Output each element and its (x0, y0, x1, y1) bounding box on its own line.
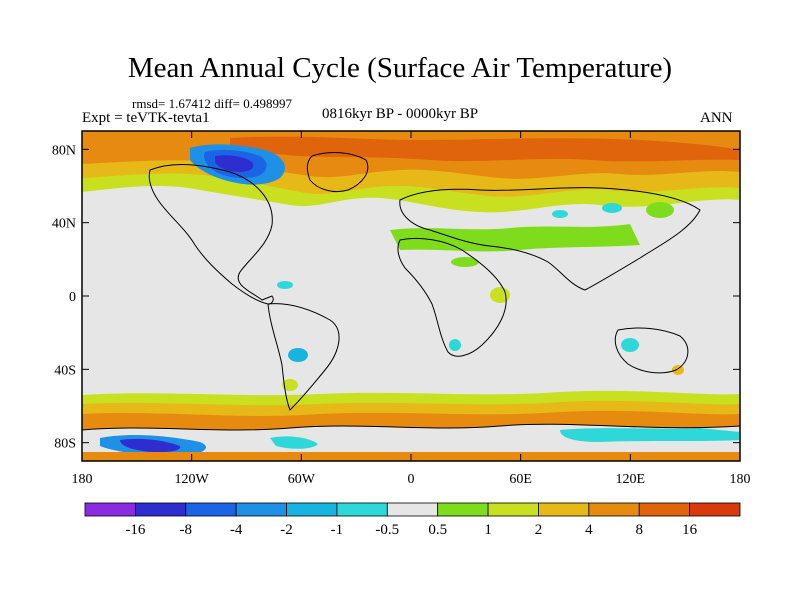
colorbar-swatch (134, 502, 187, 517)
colorbar-label: 0.5 (428, 522, 447, 538)
lon-tick-label: 60W (288, 472, 316, 487)
colorbar-swatch (538, 502, 590, 517)
anomaly-fields (82, 131, 740, 461)
colorbar-label: -2 (280, 522, 293, 538)
colorbar-label: 1 (484, 522, 492, 538)
colorbar-swatch (638, 502, 691, 517)
lon-tick-label: 120W (175, 472, 210, 487)
lon-tick-label: 0 (408, 472, 415, 487)
lat-tick-label: 80S (54, 437, 76, 452)
lon-tick-label: 60E (509, 472, 532, 487)
colorbar-swatch (286, 502, 338, 517)
lon-axis: 180 120W 60W 0 60E 120E 180 (72, 131, 751, 487)
colorbar-label: -16 (125, 522, 145, 538)
colorbar-label: -8 (180, 522, 193, 538)
lat-axis: 80N 40N 0 40S 80S (52, 143, 740, 452)
map-panel (82, 131, 740, 461)
colorbar-swatch (185, 502, 237, 517)
colorbar-label: 16 (682, 522, 698, 538)
colorbar-label: -1 (331, 522, 344, 538)
season-label: ANN (700, 110, 733, 126)
lon-tick-label: 180 (72, 472, 93, 487)
lat-tick-label: 40S (54, 363, 76, 378)
experiment-label: Expt = teVTK-tevta1 (82, 110, 210, 126)
colorbar-label: -0.5 (375, 522, 399, 538)
stats-text: rmsd= 1.67412 diff= 0.498997 (132, 96, 292, 111)
colorbar: -16 -8 -4 -2 -1 -0.5 0.5 1 2 4 8 16 (84, 502, 741, 538)
period-label: 0816kyr BP - 0000kyr BP (322, 106, 479, 122)
lat-tick-label: 80N (52, 143, 76, 158)
colorbar-swatch (336, 502, 388, 517)
colorbar-label: -4 (230, 522, 243, 538)
colorbar-swatch (689, 502, 741, 517)
colorbar-swatch (437, 502, 489, 517)
colorbar-swatch (235, 502, 287, 517)
colorbar-label: 4 (585, 522, 593, 538)
colorbar-swatch (84, 502, 136, 517)
coastlines (82, 152, 740, 431)
colorbar-swatch (487, 502, 539, 517)
colorbar-swatch (588, 502, 640, 517)
colorbar-swatch (386, 502, 439, 517)
lon-tick-label: 180 (730, 472, 751, 487)
plot-title: Mean Annual Cycle (Surface Air Temperatu… (127, 52, 673, 84)
lat-tick-label: 0 (69, 290, 76, 305)
lon-tick-label: 120E (616, 472, 646, 487)
colorbar-label: 2 (535, 522, 543, 538)
lat-tick-label: 40N (52, 217, 76, 232)
colorbar-label: 8 (635, 522, 643, 538)
